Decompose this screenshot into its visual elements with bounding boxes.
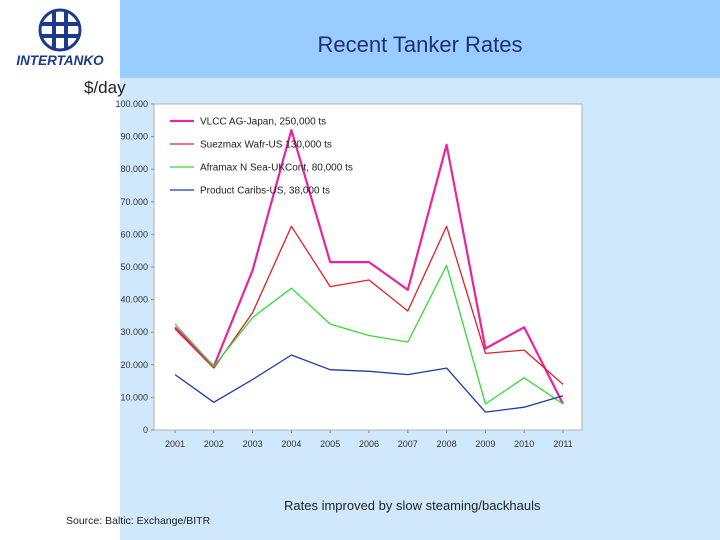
- legend-label: Aframax N Sea-UKCont, 80,000 ts: [200, 163, 353, 174]
- legend-label: VLCC AG-Japan, 250,000 ts: [200, 117, 326, 128]
- y-tick-label: 40.000: [120, 295, 148, 305]
- x-tick-label: 2010: [514, 439, 534, 449]
- y-tick-label: 70.000: [120, 197, 148, 207]
- header-band: [120, 0, 720, 78]
- logo-wordmark: INTERTANKO: [16, 53, 104, 68]
- legend-label: Product Caribs-US, 38,000 ts: [200, 186, 330, 197]
- left-band: [0, 0, 120, 540]
- chart-caption: Rates improved by slow steaming/backhaul…: [284, 498, 541, 513]
- series-line: [174, 354, 564, 413]
- intertanko-logo: INTERTANKO: [6, 8, 114, 68]
- y-tick-label: 90.000: [120, 132, 148, 142]
- y-tick-label: 100.000: [115, 99, 148, 109]
- x-tick-label: 2001: [165, 439, 185, 449]
- x-tick-label: 2002: [204, 439, 224, 449]
- x-tick-label: 2008: [437, 439, 457, 449]
- plot-area: [153, 103, 583, 431]
- x-tick-label: 2004: [281, 439, 301, 449]
- globe-icon: [38, 8, 82, 52]
- x-tick-label: 2005: [320, 439, 340, 449]
- y-tick-label: 30.000: [120, 327, 148, 337]
- y-tick-label: 20.000: [120, 360, 148, 370]
- series-line: [174, 225, 564, 385]
- x-tick-label: 2007: [398, 439, 418, 449]
- slide-title: Recent Tanker Rates: [317, 32, 523, 57]
- y-tick-label: 60.000: [120, 229, 148, 239]
- legend-label: Suezmax Wafr-US 130,000 ts: [200, 140, 332, 151]
- series-line: [174, 264, 564, 405]
- y-tick-label: 0: [143, 425, 148, 435]
- series-line: [174, 129, 564, 405]
- y-axis-unit-label: $/day: [84, 78, 126, 97]
- y-tick-label: 50.000: [120, 262, 148, 272]
- x-tick-label: 2011: [553, 439, 572, 449]
- x-tick-label: 2003: [243, 439, 263, 449]
- x-tick-label: 2006: [359, 439, 379, 449]
- source-note: Source: Baltic: Exchange/BITR: [66, 515, 211, 527]
- x-tick-label: 2009: [475, 439, 495, 449]
- y-tick-label: 10.000: [120, 392, 148, 402]
- y-tick-label: 80.000: [120, 164, 148, 174]
